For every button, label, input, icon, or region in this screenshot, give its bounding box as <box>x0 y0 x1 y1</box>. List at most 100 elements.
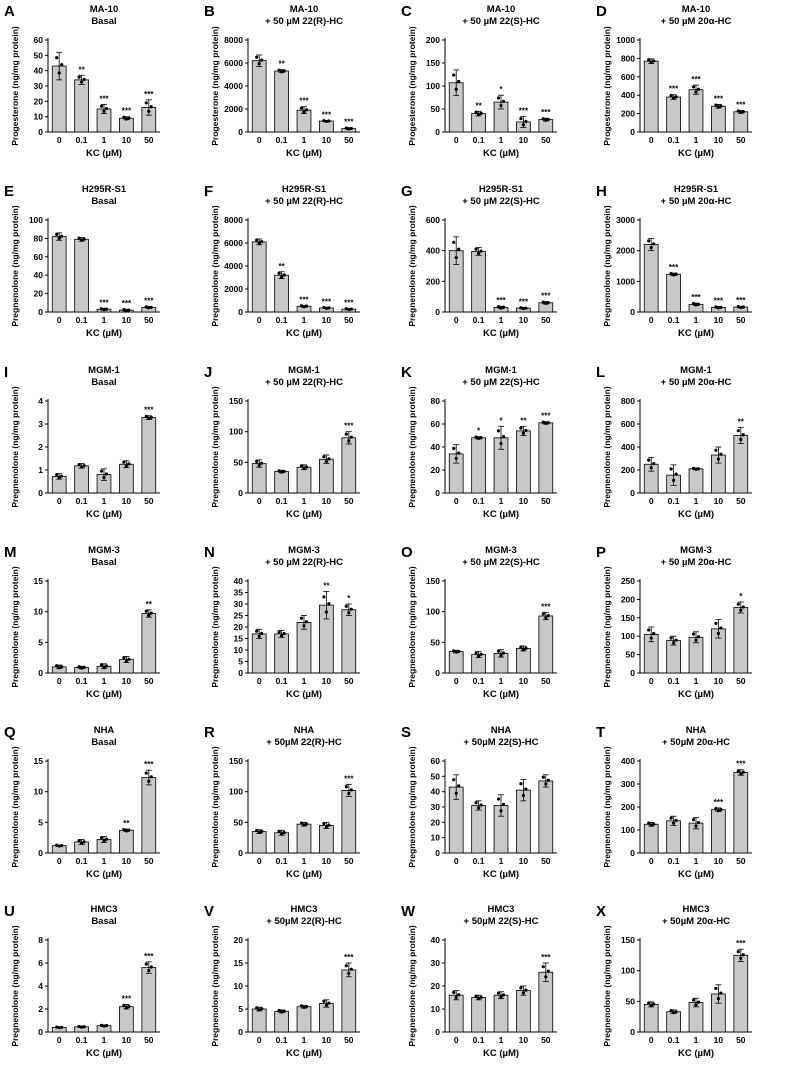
panel-title-line1: MA-10 <box>682 4 711 15</box>
y-axis-label: Pregnenolone (ng/mg protein) <box>602 386 612 508</box>
x-tick-label: 0.1 <box>473 315 485 325</box>
data-point <box>736 109 740 113</box>
data-point <box>696 467 701 471</box>
panel-title-line2: Basal <box>91 377 116 388</box>
data-point <box>327 823 331 827</box>
panel-title-line1: MGM-1 <box>485 365 517 376</box>
y-tick-label: 0 <box>435 307 440 317</box>
x-tick-label: 1 <box>499 856 504 866</box>
y-tick-label: 15 <box>34 756 44 766</box>
panel-title-line1: HMC3 <box>488 904 515 915</box>
data-point <box>344 785 348 789</box>
panel-letter: R <box>204 724 215 741</box>
x-axis-label: KC (µM) <box>86 148 122 159</box>
data-point <box>57 236 61 240</box>
x-tick-label: 50 <box>541 315 551 325</box>
bar-0.1 <box>666 96 681 133</box>
panel-letter: V <box>204 903 214 920</box>
data-point <box>99 836 104 840</box>
x-tick-label: 50 <box>736 1035 746 1045</box>
data-point <box>324 825 328 829</box>
y-tick-label: 0 <box>630 668 635 678</box>
data-point <box>544 975 548 979</box>
data-point <box>649 1004 653 1008</box>
data-point <box>257 634 261 638</box>
data-point <box>257 241 261 245</box>
data-point <box>322 455 326 459</box>
x-tick-label: 10 <box>122 135 132 145</box>
y-tick-label: 0 <box>38 848 43 858</box>
data-point <box>544 301 548 306</box>
data-point <box>255 828 259 833</box>
y-tick-label: 60 <box>431 419 441 429</box>
y-tick-label: 150 <box>621 613 635 623</box>
x-tick-label: 50 <box>541 135 551 145</box>
bar-10 <box>516 990 531 1033</box>
data-point <box>477 654 481 658</box>
panel-letter: I <box>4 364 8 381</box>
bar-0 <box>643 60 659 133</box>
panel-title-line2: + 50 µM 22(S)-HC <box>462 196 540 207</box>
data-point <box>524 306 528 310</box>
panel-letter: N <box>204 544 215 561</box>
x-tick-label: 50 <box>344 676 354 686</box>
data-point <box>349 435 353 439</box>
x-tick-label: 1 <box>302 1035 307 1045</box>
data-point <box>122 460 126 464</box>
data-point <box>496 305 501 309</box>
data-point <box>521 123 526 127</box>
data-point <box>714 621 718 625</box>
data-point <box>299 1004 304 1008</box>
data-point <box>647 458 651 462</box>
data-point <box>149 105 153 109</box>
significance-marker: *** <box>519 106 529 115</box>
data-point <box>122 308 126 312</box>
data-point <box>257 830 261 835</box>
data-point <box>477 113 481 117</box>
y-tick-label: 10 <box>431 1004 441 1014</box>
panel-o: O MGM-3+ 50 µM 22(S)-HC Pregnenolone (ng/m… <box>401 544 557 700</box>
data-point <box>719 626 723 630</box>
x-tick-label: 1 <box>694 856 699 866</box>
data-point <box>741 953 745 957</box>
y-tick-label: 400 <box>621 442 635 452</box>
y-axis-label: Progesterone (ng/mg protein) <box>407 26 417 146</box>
x-tick-label: 1 <box>694 676 699 686</box>
y-tick-label: 15 <box>234 958 244 968</box>
data-point <box>104 1024 109 1028</box>
data-point <box>719 305 723 309</box>
data-point <box>280 275 284 279</box>
data-point <box>77 1024 81 1029</box>
panel-title-line2: + 50µM 22(S)-HC <box>464 916 539 927</box>
y-tick-label: 600 <box>621 419 635 429</box>
y-tick-label: 30 <box>431 958 441 968</box>
y-tick-label: 100 <box>29 215 43 225</box>
bar-0.1 <box>74 79 89 133</box>
data-point <box>344 307 348 311</box>
x-tick-label: 1 <box>302 856 307 866</box>
data-point <box>649 246 653 250</box>
x-tick-label: 10 <box>519 1035 529 1045</box>
x-axis-label: KC (µM) <box>483 328 519 339</box>
data-point <box>452 778 456 782</box>
y-tick-label: 200 <box>621 594 635 604</box>
x-axis-label: KC (µM) <box>286 869 322 880</box>
data-point <box>322 595 326 599</box>
x-tick-label: 50 <box>344 315 354 325</box>
y-tick-label: 0 <box>630 488 635 498</box>
data-point <box>302 110 306 114</box>
data-point <box>716 996 721 1001</box>
bar-0 <box>448 994 464 1033</box>
y-tick-label: 0 <box>38 1027 43 1037</box>
data-point <box>501 435 506 439</box>
data-point <box>649 823 653 827</box>
data-point <box>80 80 84 84</box>
y-tick-label: 50 <box>431 104 441 114</box>
bar-0.1 <box>274 70 289 133</box>
panel-title-line1: MA-10 <box>290 4 319 15</box>
x-tick-label: 0 <box>57 315 62 325</box>
data-point <box>477 997 481 1001</box>
data-point <box>282 830 286 835</box>
bar-50 <box>141 417 157 494</box>
